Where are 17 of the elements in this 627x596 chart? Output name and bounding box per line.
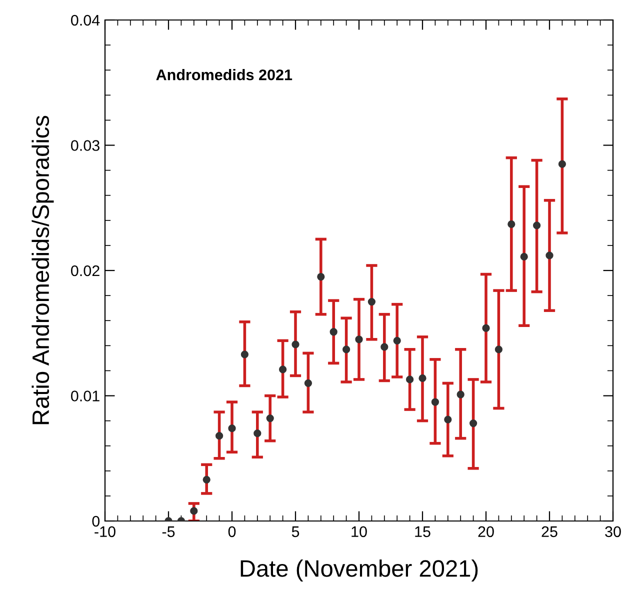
x-tick-label: -5 <box>162 526 175 538</box>
y-axis-title: Ratio Andromedids/Sporadics <box>32 116 54 424</box>
x-tick-label: 30 <box>605 526 621 538</box>
y-tick-label: 0.03 <box>71 140 100 151</box>
y-tick-label: 0.02 <box>71 265 100 276</box>
y-tick-label: 0 <box>92 516 100 527</box>
x-axis-title: Date (November 2021) <box>240 560 478 582</box>
x-tick-label: 20 <box>478 526 494 538</box>
x-tick-label: 15 <box>415 526 430 538</box>
y-tick-label: 0.04 <box>71 14 100 26</box>
x-tick-label: 5 <box>292 526 300 538</box>
y-tick-label: 0.01 <box>71 390 100 402</box>
annotation: Andromedids 2021 <box>156 69 292 80</box>
x-tick-label: 25 <box>542 526 558 538</box>
x-tick-label: 0 <box>228 526 236 538</box>
x-tick-label: 10 <box>352 526 367 538</box>
x-tick-label: -10 <box>94 526 116 538</box>
